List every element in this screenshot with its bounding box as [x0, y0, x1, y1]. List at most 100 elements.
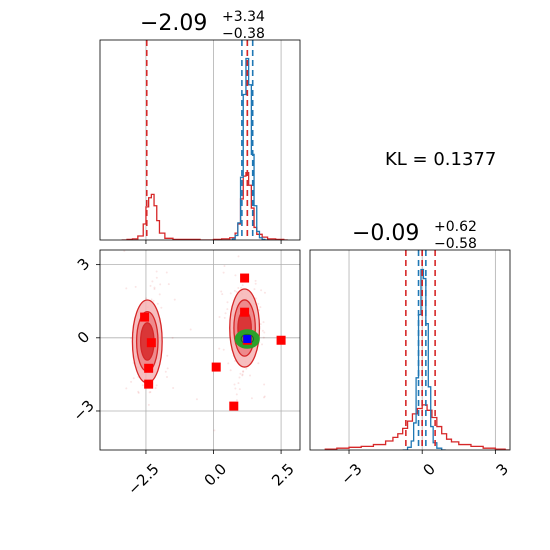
joint-sample-point	[173, 298, 176, 301]
joint-sample-point	[218, 347, 221, 350]
joint-sample-point	[233, 383, 236, 386]
joint-sample-point	[153, 288, 156, 291]
joint-distribution-panel: −2.5 0.0 2.5 −3 0 3	[69, 237, 301, 499]
joint-xtick-label: 2.5	[268, 460, 298, 490]
param2-title-sub: −0.58	[434, 236, 477, 252]
red-square-marker	[240, 307, 250, 317]
joint-sample-point	[166, 354, 169, 357]
joint-sample-point	[145, 297, 148, 300]
joint-sample-point	[234, 387, 237, 390]
param2-title-main: −0.09	[352, 221, 419, 246]
param1-histogram-panel	[99, 39, 301, 244]
joint-sample-point	[242, 370, 245, 373]
joint-sample-point	[263, 331, 266, 334]
joint-sample-point	[239, 372, 242, 375]
joint-sample-point	[235, 393, 238, 396]
joint-sample-point	[241, 373, 244, 376]
joint-sample-point	[151, 280, 154, 283]
joint-sample-point	[235, 290, 238, 293]
param1-histograms	[121, 57, 288, 240]
joint-sample-point	[257, 302, 260, 305]
joint-sample-point	[165, 271, 168, 274]
joint-sample-point	[262, 321, 265, 324]
joint-sample-point	[241, 284, 244, 287]
joint-sample-point	[263, 395, 266, 398]
joint-sample-point	[213, 429, 216, 432]
red-square-marker	[211, 362, 221, 372]
joint-sample-point	[155, 384, 158, 387]
joint-sample-point	[125, 287, 128, 290]
joint-sample-point	[160, 306, 163, 309]
joint-sample-point	[222, 348, 225, 351]
joint-sample-point	[152, 299, 155, 302]
param2-hist-ticks: −3 0 3	[337, 450, 512, 488]
joint-sample-point	[257, 362, 260, 365]
red-square-marker	[229, 401, 239, 411]
joint-sample-point	[149, 284, 152, 287]
joint-sample-point	[241, 374, 244, 377]
param1-quantile-lines	[145, 40, 254, 240]
joint-sample-point	[223, 316, 226, 319]
joint-sample-point	[260, 289, 263, 292]
param1-title-sub: −0.38	[222, 26, 265, 42]
joint-sample-point	[158, 293, 161, 296]
joint-sample-point	[247, 237, 249, 239]
param2-blue-histogram	[402, 268, 446, 450]
kl-label: KL = 0.1377	[385, 149, 496, 170]
joint-sample-point	[132, 377, 135, 380]
joint-sample-point	[164, 370, 167, 373]
joint-sample-point	[155, 276, 158, 279]
joint-sample-point	[153, 286, 156, 289]
joint-sample-point	[147, 403, 150, 406]
joint-sample-point	[223, 265, 226, 268]
joint-sample-point	[130, 337, 133, 340]
joint-sample-point	[221, 293, 224, 296]
joint-sample-point	[235, 399, 238, 402]
joint-sample-point	[189, 328, 192, 331]
joint-sample-point	[229, 369, 232, 372]
joint-sample-point	[238, 376, 241, 379]
param2-histograms	[324, 268, 510, 450]
joint-sample-point	[167, 283, 170, 286]
joint-sample-point	[148, 391, 151, 394]
joint-sample-point	[249, 374, 252, 377]
joint-frame	[99, 249, 301, 451]
param2-title-sup: +0.62	[434, 219, 477, 235]
joint-sample-point	[234, 360, 237, 363]
param2-histogram-panel: −3 0 3	[309, 249, 512, 488]
joint-sample-point	[254, 279, 257, 282]
joint-ytick-label: −3	[69, 396, 97, 424]
joint-sample-point	[261, 329, 264, 332]
joint-sample-point	[250, 397, 253, 400]
joint-sample-point	[226, 308, 229, 311]
red-square-marker	[276, 335, 286, 345]
joint-sample-point	[130, 380, 133, 383]
joint-sample-point	[237, 286, 240, 289]
joint-contours	[123, 237, 286, 432]
joint-sample-point	[220, 290, 223, 293]
joint-sample-point	[166, 376, 169, 379]
red-square-marker	[146, 338, 156, 348]
red-square-marker	[240, 273, 250, 283]
joint-sample-point	[137, 390, 140, 393]
joint-sample-point	[262, 336, 265, 339]
joint-sample-point	[156, 302, 159, 305]
joint-sample-point	[154, 387, 157, 390]
joint-sample-point	[259, 323, 262, 326]
joint-sample-point	[229, 292, 232, 295]
joint-sample-point	[237, 382, 240, 385]
joint-sample-point	[222, 271, 225, 274]
joint-sample-point	[195, 398, 198, 401]
joint-sample-point	[240, 286, 243, 289]
joint-sample-point	[253, 288, 256, 291]
param2-red-histogram	[324, 404, 510, 450]
param2-xtick-label: 3	[493, 460, 512, 479]
joint-sample-point	[261, 343, 264, 346]
joint-sample-point	[137, 391, 140, 394]
joint-sample-point	[233, 289, 236, 292]
joint-sample-point	[123, 250, 126, 252]
joint-sample-point	[254, 282, 257, 285]
joint-sample-point	[149, 391, 152, 394]
joint-sample-point	[254, 297, 257, 300]
joint-sample-point	[125, 387, 128, 390]
